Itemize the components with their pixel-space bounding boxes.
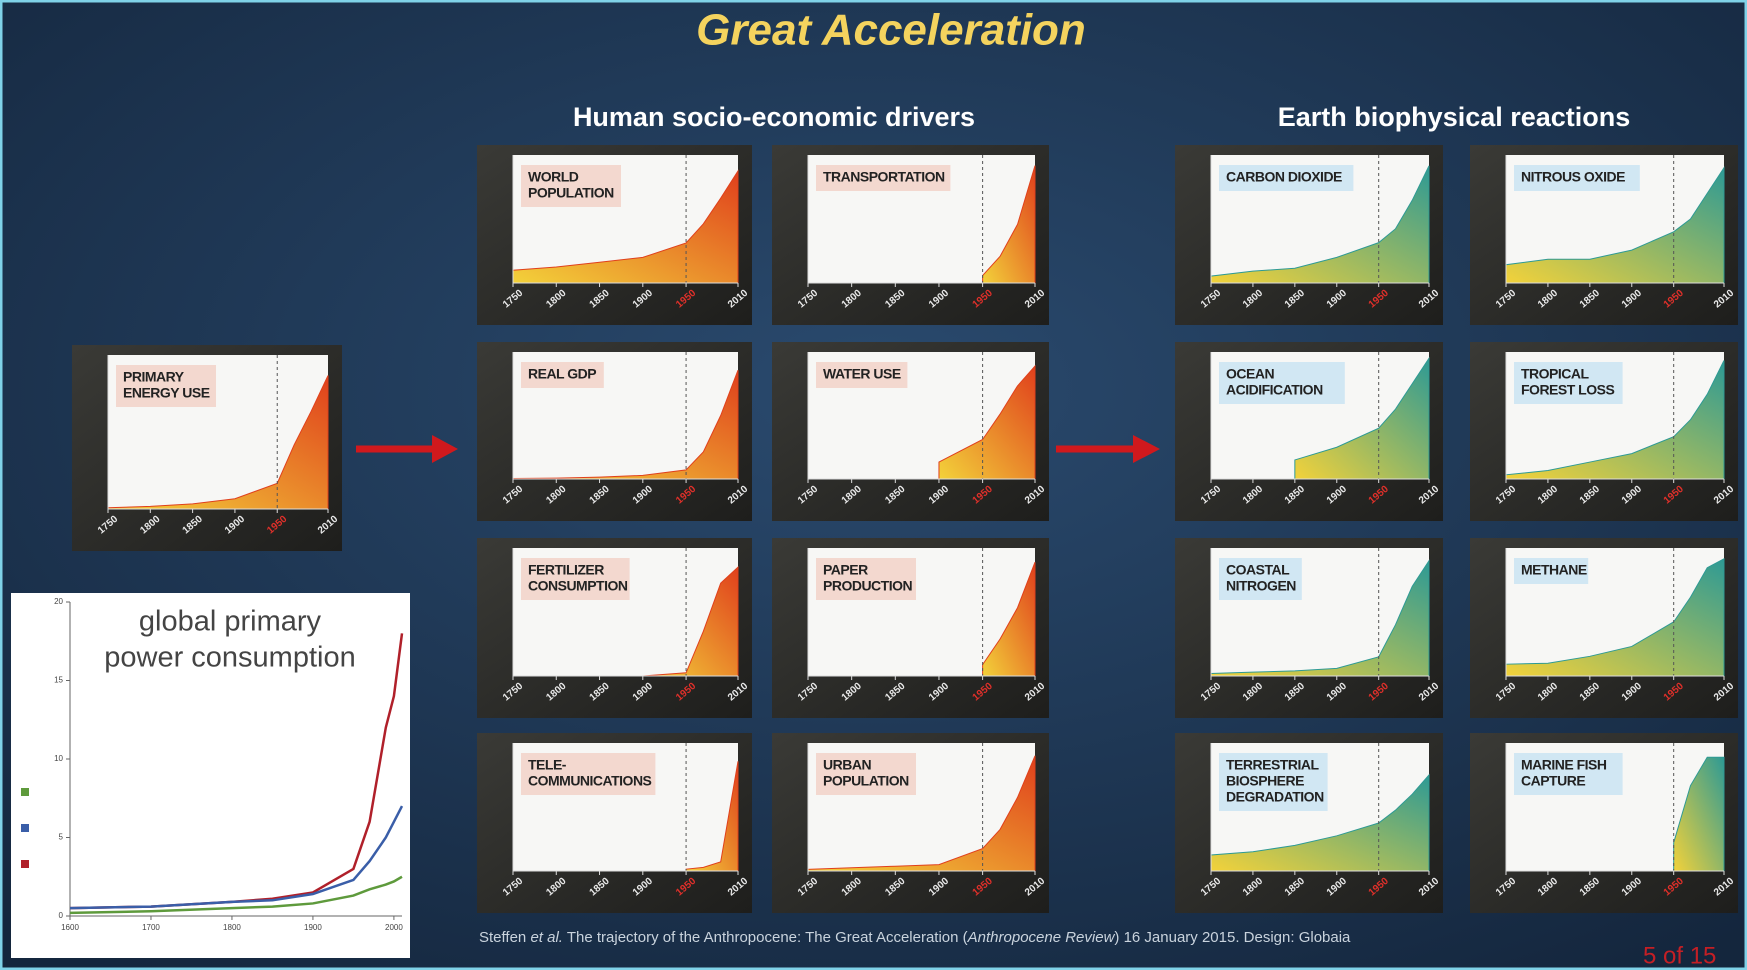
chart-label: TELE-	[528, 757, 567, 773]
chart-label: WORLD	[528, 169, 579, 185]
label-box	[816, 362, 908, 388]
chart-label: PAPER	[823, 562, 868, 578]
label-box	[116, 365, 216, 407]
chart-label: ACIDIFICATION	[1226, 382, 1323, 398]
chart-label: POPULATION	[823, 773, 909, 789]
label-box	[1514, 558, 1589, 584]
y-tick-label: 20	[54, 597, 63, 606]
mini-chart: 1750 1800 1850 1900 1950 2010TELE-COMMUNICATI…	[477, 733, 752, 913]
chart-label: URBAN	[823, 757, 871, 773]
chart-label: FERTILIZER	[528, 562, 604, 578]
area	[1294, 356, 1430, 480]
y-tick-label: 15	[54, 676, 63, 685]
mini-chart: 1750 1800 1850 1900 1950 2010OCEANACIDIFICATI…	[1175, 342, 1443, 521]
area	[1505, 166, 1725, 284]
chart-label: NITROUS OXIDE	[1521, 169, 1625, 185]
legend-swatch	[21, 824, 29, 832]
chart-title: power consumption	[104, 642, 355, 674]
label-box	[1219, 165, 1354, 191]
chart-label: CONSUMPTION	[528, 578, 628, 594]
y-tick-label: 10	[54, 754, 63, 763]
label-box	[1514, 165, 1640, 191]
y-tick-label: 0	[59, 911, 64, 920]
chart-label: CARBON DIOXIDE	[1226, 169, 1342, 185]
mini-chart: 1750 1800 1850 1900 1950 2010FERTILIZERCONSUM…	[477, 538, 752, 718]
arrow	[356, 435, 458, 463]
chart-label: COASTAL	[1226, 562, 1290, 578]
x-tick-label: 1900	[304, 923, 322, 932]
area	[512, 169, 739, 284]
chart-label: TROPICAL	[1521, 366, 1590, 382]
x-tick-label: 1600	[61, 923, 79, 932]
area	[1210, 165, 1430, 284]
label-box	[1219, 753, 1328, 811]
citation: Steffen et al. The trajectory of the Ant…	[479, 929, 1351, 946]
chart-label: BIOSPHERE	[1226, 773, 1304, 789]
label-box	[1219, 362, 1345, 404]
chart-label: PRIMARY	[123, 369, 185, 385]
chart-label: MARINE FISH	[1521, 757, 1607, 773]
chart-label: PRODUCTION	[823, 578, 913, 594]
legend-swatch	[21, 860, 29, 868]
chart-label: NITROGEN	[1226, 578, 1296, 594]
label-box	[1219, 558, 1302, 600]
area	[512, 369, 739, 480]
label-box	[521, 753, 656, 795]
line	[69, 875, 403, 915]
chart-label: CAPTURE	[1521, 773, 1585, 789]
label-box	[816, 753, 916, 795]
area	[807, 755, 1036, 872]
x-tick-label: 1800	[223, 923, 241, 932]
chart-label: REAL GDP	[528, 366, 596, 382]
chart-label: WATER USE	[823, 366, 901, 382]
label-box	[521, 165, 621, 207]
chart-label: FOREST LOSS	[1521, 382, 1614, 398]
chart-label: OCEAN	[1226, 366, 1274, 382]
line	[69, 805, 404, 910]
page-number: 5 of 15	[1643, 942, 1716, 969]
x-tick-label: 1700	[142, 923, 160, 932]
power-chart: 0 5 10 15 20 1600 1700 1800 1900 2000 global prima…	[11, 593, 410, 958]
chart-label: METHANE	[1521, 562, 1587, 578]
area	[938, 364, 1036, 480]
label-box	[816, 165, 951, 191]
chart-title: global primary	[139, 606, 322, 638]
chart-label: DEGRADATION	[1226, 789, 1324, 805]
slide-title: Great Acceleration	[696, 6, 1086, 55]
label-box	[521, 362, 604, 388]
chart-label: COMMUNICATIONS	[528, 773, 652, 789]
chart-label: POPULATION	[528, 185, 614, 201]
arrow	[1056, 435, 1160, 463]
chart-label: ENERGY USE	[123, 385, 210, 401]
legend-swatch	[21, 788, 29, 796]
label-box	[521, 558, 630, 600]
chart-label: TERRESTRIAL	[1226, 757, 1319, 773]
label-box	[1514, 362, 1623, 404]
label-box	[816, 558, 916, 600]
section-heading: Earth biophysical reactions	[1278, 102, 1631, 132]
y-tick-label: 5	[59, 833, 64, 842]
label-box	[1514, 753, 1623, 795]
section-heading: Human socio-economic drivers	[573, 102, 975, 132]
chart-label: TRANSPORTATION	[823, 169, 945, 185]
mini-chart: 1750 1800 1850 1900 1950 2010TERRESTRIALBIOSP…	[1175, 733, 1443, 913]
x-tick-label: 2000	[385, 923, 403, 932]
